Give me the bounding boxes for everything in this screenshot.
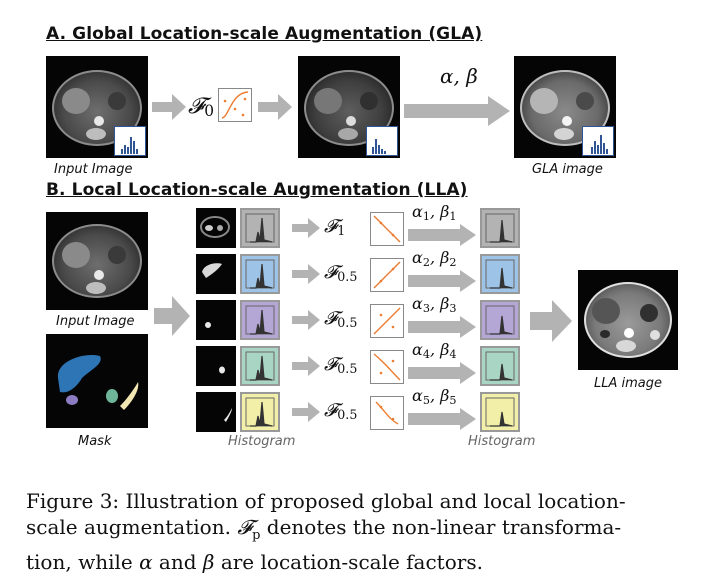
histogram-inset (114, 126, 146, 156)
masked-region-image (196, 392, 236, 432)
liver-mask-region (57, 354, 101, 393)
transform-curve-plot (218, 88, 252, 122)
params-label: α, β (440, 64, 478, 88)
augmented-region-histogram (480, 254, 520, 294)
masked-region-image (196, 208, 236, 248)
arrow-icon (408, 270, 476, 292)
figure-caption-line2: scale augmentation. 𝓕p denotes the non-l… (26, 515, 622, 543)
masked-region-image (196, 346, 236, 386)
figure-caption: Figure 3: Illustration of proposed globa… (26, 488, 698, 575)
arrow-icon (408, 408, 476, 430)
arrow-icon (292, 310, 320, 330)
section-a-title: A. Global Location-scale Augmentation (G… (46, 24, 483, 44)
lla-input-caption: Input Image (56, 314, 135, 329)
lla-output-ct-image (578, 270, 678, 370)
region-histogram (240, 208, 280, 248)
arrow-icon (292, 218, 320, 238)
region-histogram (240, 346, 280, 386)
arrow-icon (152, 94, 186, 120)
arrow-icon (292, 264, 320, 284)
kidney-mask-region (66, 395, 78, 405)
figure-caption-line3: tion, while α and β are location-scale f… (26, 550, 483, 574)
arrow-icon (408, 362, 476, 384)
region-histogram (240, 300, 280, 340)
row-transform-curve-plot (370, 396, 404, 430)
arrow-icon (258, 94, 292, 120)
row-params-label: α2, β2 (412, 248, 457, 269)
arrow-icon (530, 300, 572, 342)
arrow-icon (154, 296, 190, 336)
masked-region-image (196, 254, 236, 294)
region-histogram (240, 254, 280, 294)
row-transform-label: 𝓕0.5 (324, 308, 358, 330)
gla-input-ct-image (46, 56, 148, 158)
gla-transformed-ct-image (298, 56, 400, 158)
row-transform-label: 𝓕1 (324, 216, 346, 238)
spleen-mask-region (120, 382, 139, 410)
gla-output-ct-image (514, 56, 616, 158)
augmented-region-histogram (480, 300, 520, 340)
arrow-icon (408, 224, 476, 246)
arrow-icon (292, 356, 320, 376)
augmented-region-histogram (480, 392, 520, 432)
histogram-inset (366, 126, 398, 156)
transform-label-f0: 𝓕0 (188, 94, 215, 120)
section-b-title: B. Local Location-scale Augmentation (LL… (46, 180, 468, 200)
row-params-label: α5, β5 (412, 386, 457, 407)
row-transform-label: 𝓕0.5 (324, 262, 358, 284)
row-transform-curve-plot (370, 258, 404, 292)
lla-output-caption: LLA image (594, 376, 663, 391)
arrow-icon (292, 402, 320, 422)
augmented-region-histogram (480, 346, 520, 386)
row-transform-label: 𝓕0.5 (324, 354, 358, 376)
figure-caption-line1: Figure 3: Illustration of proposed globa… (26, 489, 626, 513)
row-transform-label: 𝓕0.5 (324, 400, 358, 422)
row-params-label: α4, β4 (412, 340, 457, 361)
histogram-caption-left: Histogram (228, 434, 296, 449)
row-transform-curve-plot (370, 212, 404, 246)
kidney-mask-region (106, 389, 118, 403)
gla-input-caption: Input Image (54, 162, 133, 177)
row-transform-curve-plot (370, 304, 404, 338)
region-histogram (240, 392, 280, 432)
row-params-label: α3, β3 (412, 294, 457, 315)
lla-input-ct-image (46, 212, 148, 310)
masked-region-image (196, 300, 236, 340)
augmented-region-histogram (480, 208, 520, 248)
gla-output-caption: GLA image (532, 162, 603, 177)
histogram-caption-right: Histogram (468, 434, 536, 449)
arrow-icon (408, 316, 476, 338)
histogram-inset (582, 126, 614, 156)
row-params-label: α1, β1 (412, 202, 457, 223)
segmentation-mask-image (46, 334, 148, 428)
row-transform-curve-plot (370, 350, 404, 384)
mask-caption: Mask (78, 434, 112, 449)
arrow-icon (404, 96, 510, 126)
